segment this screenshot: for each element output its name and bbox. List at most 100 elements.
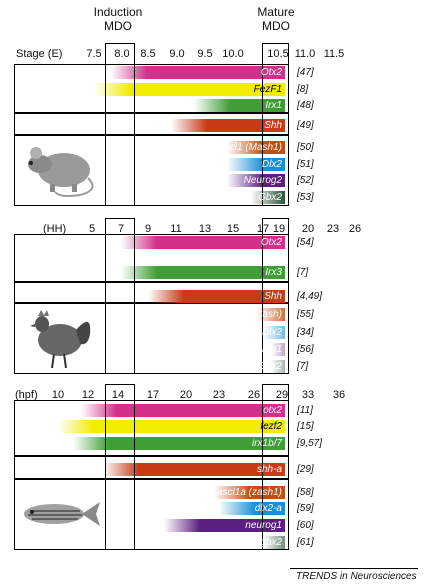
gene-label: Ascl1 (Cash) — [224, 309, 282, 320]
gene-label: gbx2 — [260, 537, 282, 548]
tick-label: 19 — [272, 223, 286, 235]
reference-citation: [34] — [297, 327, 314, 338]
tick-label: 29 — [275, 389, 289, 401]
tick-label: 9.0 — [169, 48, 185, 60]
mature-mdo-header: Mature MDO — [236, 5, 316, 33]
tick-label: 20 — [179, 389, 193, 401]
expression-bar — [263, 326, 285, 339]
gene-label: dlx2-a — [254, 503, 282, 514]
gene-label: Dlx2 — [261, 327, 282, 338]
tick-label: 10.0 — [222, 48, 244, 60]
expression-bar — [171, 119, 285, 132]
tick-label: 10 — [51, 389, 65, 401]
mouse-illustration — [20, 140, 100, 200]
reference-citation: [61] — [297, 537, 314, 548]
expression-bar — [73, 437, 285, 450]
expression-bar — [94, 83, 285, 96]
reference-citation: [59] — [297, 503, 314, 514]
reference-citation: [7] — [297, 361, 309, 372]
gene-label: shh-a — [256, 464, 282, 475]
reference-citation: [55] — [297, 309, 314, 320]
mature-header-line1: Mature — [257, 5, 295, 19]
expression-bar — [103, 463, 285, 476]
expression-bar — [80, 404, 285, 417]
reference-citation: [60] — [297, 520, 314, 531]
gene-label: Dlx2 — [261, 159, 282, 170]
tick-label: 36 — [332, 389, 346, 401]
tick-label: 8.5 — [140, 48, 156, 60]
tick-label: 5 — [88, 223, 96, 235]
reference-citation: [52] — [297, 175, 314, 186]
gene-label: FezF1 — [253, 84, 282, 95]
tick-label: 7.5 — [86, 48, 102, 60]
reference-citation: [56] — [297, 344, 314, 355]
axis-label: Stage (E) — [16, 48, 63, 60]
zebrafish-illustration — [18, 494, 104, 534]
induction-header-line2: MDO — [104, 19, 132, 33]
gene-label: Irx1 — [265, 100, 282, 111]
expression-bar — [251, 191, 285, 204]
expression-bar — [164, 519, 285, 532]
reference-citation: [51] — [297, 159, 314, 170]
expression-bar — [227, 141, 285, 154]
gene-label: Irx3 — [265, 267, 282, 278]
gene-label: otx2 — [263, 405, 282, 416]
induction-column — [105, 218, 135, 374]
gene-label: Neurog2 — [243, 175, 282, 186]
tick-label: 12 — [81, 389, 95, 401]
expression-bar — [263, 536, 285, 549]
tick-label: 17 — [146, 389, 160, 401]
reference-citation: [4,49] — [297, 291, 323, 302]
reference-citation: [49] — [297, 120, 314, 131]
tick-label: 11.0 — [294, 48, 316, 60]
tick-label: 26 — [247, 389, 261, 401]
reference-citation: [50] — [297, 142, 314, 153]
expression-bar — [148, 290, 285, 303]
tick-label: 7 — [117, 223, 125, 235]
induction-column — [105, 384, 135, 550]
chicken-illustration — [26, 304, 96, 372]
induction-column — [105, 43, 135, 206]
gene-label: Otx2 — [260, 237, 282, 248]
reference-citation: [54] — [297, 237, 314, 248]
tick-label: 14 — [111, 389, 125, 401]
gene-label: neurog1 — [245, 520, 282, 531]
expression-bar — [219, 502, 285, 515]
gene-label: Neurog1 — [243, 344, 282, 355]
tick-label: 15 — [226, 223, 240, 235]
induction-mdo-header: Induction MDO — [78, 5, 158, 33]
expression-bar — [213, 486, 285, 499]
reference-citation: [11] — [297, 405, 313, 416]
induction-header-line1: Induction — [93, 5, 143, 19]
reference-citation: [53] — [297, 192, 314, 203]
reference-citation: [29] — [297, 464, 314, 475]
expression-bar — [271, 343, 285, 356]
gene-label: Shh — [264, 291, 282, 302]
axis-label: (HH) — [43, 223, 67, 235]
axis-label: (hpf) — [15, 389, 38, 401]
mature-column — [262, 218, 289, 374]
mature-header-line2: MDO — [262, 19, 290, 33]
tick-label: 20 — [301, 223, 315, 235]
reference-citation: [7] — [297, 267, 309, 278]
tick-label: 9.5 — [197, 48, 213, 60]
expression-bar — [227, 174, 285, 187]
tick-label: 11.5 — [323, 48, 345, 60]
reference-citation: [58] — [297, 487, 314, 498]
reference-citation: [48] — [297, 100, 314, 111]
expression-bar — [110, 66, 285, 79]
footer-rule — [290, 568, 418, 569]
tick-label: 8.0 — [114, 48, 130, 60]
expression-bar — [58, 420, 285, 433]
reference-citation: [15] — [297, 421, 314, 432]
tick-label: 23 — [212, 389, 226, 401]
tick-label: 13 — [198, 223, 212, 235]
tick-label: 9 — [144, 223, 152, 235]
tick-label: 23 — [326, 223, 340, 235]
mature-column — [262, 384, 289, 550]
tick-label: 11 — [170, 223, 182, 235]
reference-citation: [9,57] — [297, 438, 323, 449]
gene-label: Ascl1 (Mash1) — [218, 142, 282, 153]
gene-label: fezf2 — [260, 421, 282, 432]
